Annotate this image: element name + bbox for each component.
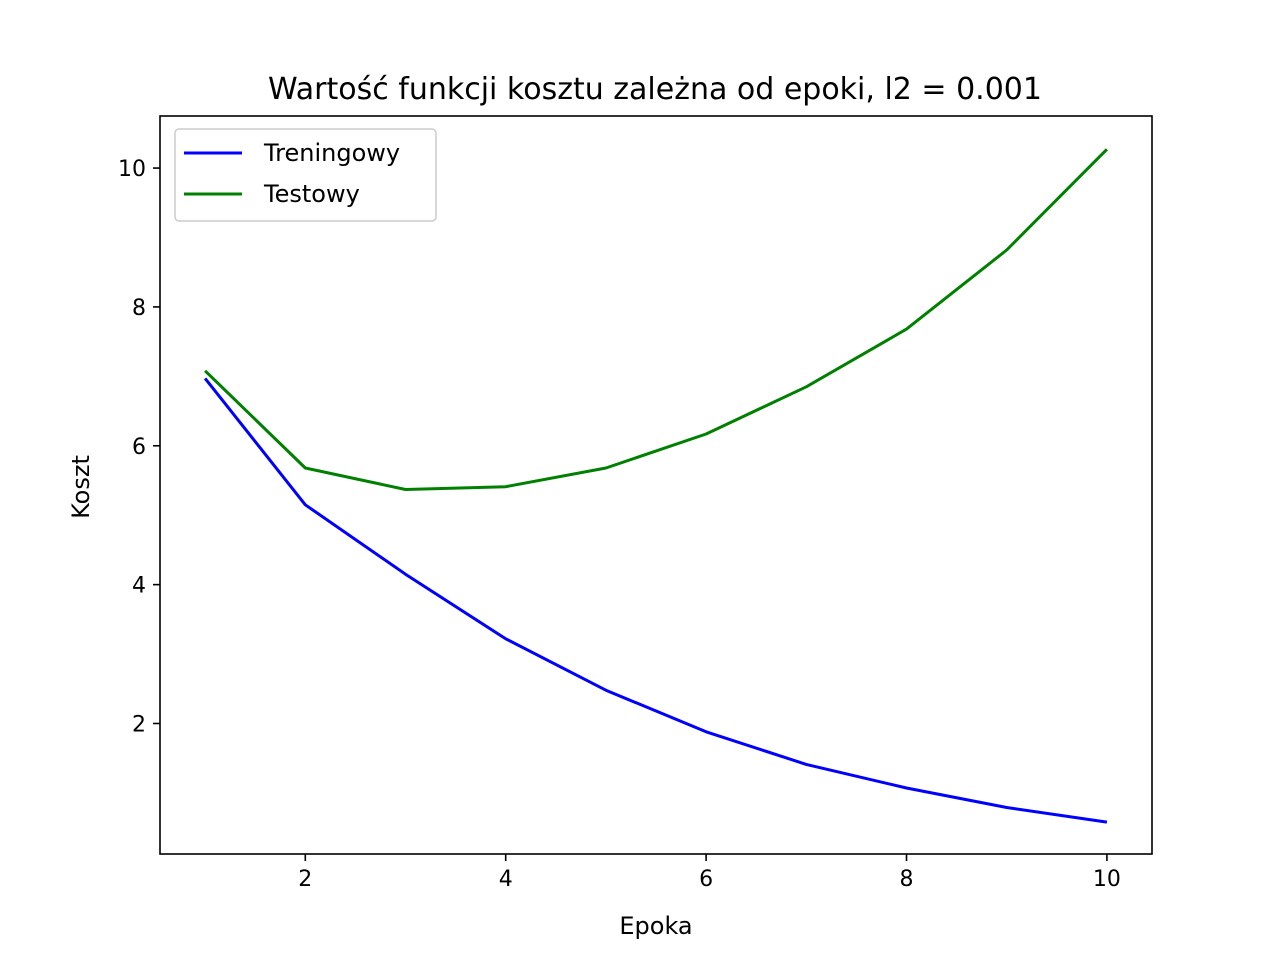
x-tick-label: 4 [499, 867, 513, 892]
y-axis-label: Koszt [67, 455, 95, 519]
legend-label-treningowy: Treningowy [263, 139, 400, 167]
x-tick-label: 6 [699, 867, 713, 892]
x-tick-label: 10 [1093, 867, 1121, 892]
y-tick-label: 10 [118, 157, 146, 182]
series-line-treningowy [203, 377, 1108, 824]
y-tick-label: 6 [132, 435, 146, 460]
x-tick-label: 8 [900, 867, 914, 892]
y-tick-label: 4 [132, 574, 146, 599]
plot-frame [159, 115, 1153, 855]
series-line-testowy [204, 148, 1108, 491]
legend-label-testowy: Testowy [263, 180, 360, 208]
y-tick-label: 8 [132, 296, 146, 321]
x-axis-label: Epoka [619, 912, 692, 940]
chart-title: Wartość funkcji kosztu zależna od epoki,… [268, 72, 1042, 107]
x-axis: 2 4 6 8 10 [298, 854, 1121, 892]
y-tick-label: 2 [132, 712, 146, 737]
series-layer [203, 148, 1108, 824]
legend: Treningowy Testowy [174, 128, 437, 222]
y-axis: 2 4 6 8 10 [118, 157, 160, 737]
x-tick-label: 2 [298, 867, 312, 892]
